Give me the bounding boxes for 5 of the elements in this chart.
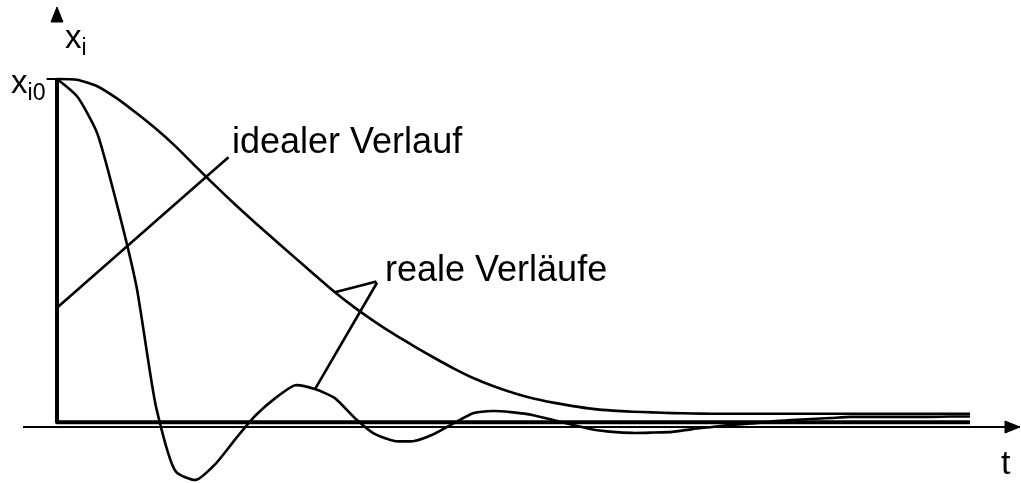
annotation: idealer Verlauf xyxy=(232,120,464,161)
y-axis-title: x$_{i}$ xyxy=(65,18,87,60)
text: x$_{i0}$ xyxy=(11,63,46,105)
annotation: reale Verläufe xyxy=(385,248,608,289)
x-axis-title: t xyxy=(1001,443,1011,481)
